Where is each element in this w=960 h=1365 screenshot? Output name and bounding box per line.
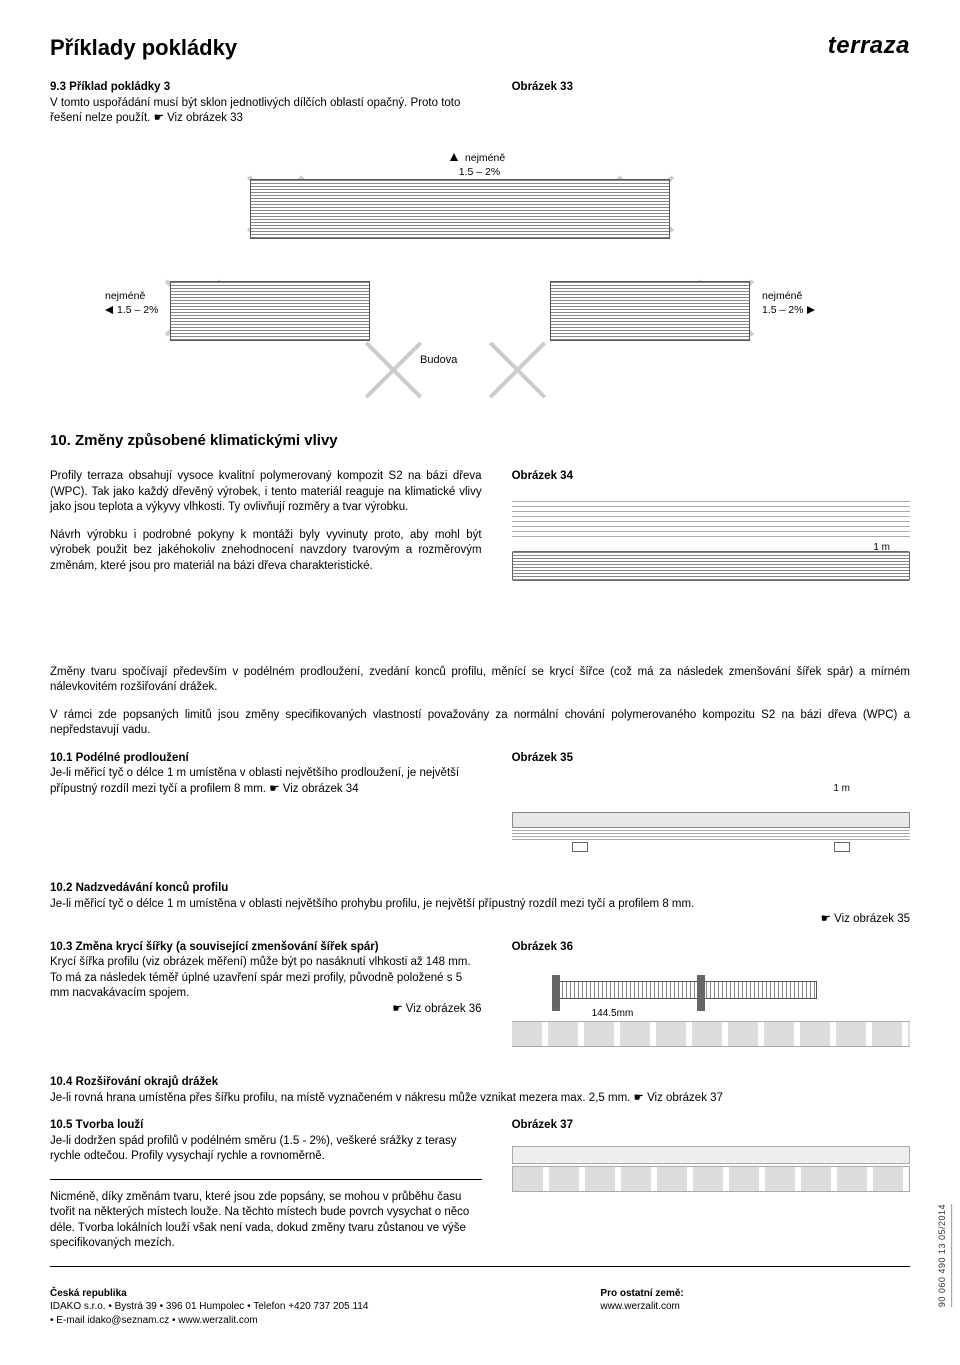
figure-37	[512, 1140, 910, 1210]
sec93-body: V tomto uspořádání musí být sklon jednot…	[50, 97, 460, 125]
sec10-para1: Profily terraza obsahují vysoce kvalitní…	[50, 469, 482, 516]
sec104-body: Je-li rovná hrana umístěna přes šířku pr…	[50, 1092, 630, 1104]
footer-company: IDAKO s.r.o. • Bystrá 39 • 396 01 Humpol…	[50, 1301, 368, 1312]
footer-other-heading: Pro ostatní země:	[600, 1288, 683, 1299]
fig33-right-slope: 1.5 – 2%	[762, 304, 803, 316]
sec101-ref: Viz obrázek 34	[269, 783, 358, 795]
sec105-heading: 10.5 Tvorba louží	[50, 1119, 143, 1131]
sec105-body1: Je-li dodržen spád profilů v podélném sm…	[50, 1135, 457, 1163]
sec103-heading: 10.3 Změna krycí šířky (a související zm…	[50, 941, 379, 953]
figure-35: 1 m	[512, 772, 910, 867]
footer-country: Česká republika	[50, 1288, 127, 1299]
fig33-left-slope: 1.5 – 2%	[117, 304, 158, 316]
fig33-top-nejmene: nejméně	[465, 152, 505, 164]
fig35-dim: 1 m	[833, 782, 850, 796]
page-title: Příklady pokládky	[50, 33, 237, 63]
fig33-top-slope: 1.5 – 2%	[459, 166, 500, 178]
fig36-dim: 144.5mm	[592, 1007, 634, 1021]
sec101-body: Je-li měřicí tyč o délce 1 m umístěna v …	[50, 767, 459, 795]
figure-36: 144.5mm	[512, 961, 910, 1061]
sec10-para2: Návrh výrobku i podrobné pokyny k montáž…	[50, 528, 482, 575]
footer-divider	[50, 1266, 910, 1267]
sec93-heading: 9.3 Příklad pokládky 3	[50, 81, 170, 93]
fig33-left-nejmene: nejméně	[105, 290, 145, 302]
brand-logo: terraza	[828, 30, 910, 62]
sec102-heading: 10.2 Nadzvedávání konců profilu	[50, 882, 228, 894]
fig33-budova: Budova	[420, 353, 457, 368]
sec10-para3: Změny tvaru spočívají především v podéln…	[50, 665, 910, 696]
sec10-para4: V rámci zde popsaných limitů jsou změny …	[50, 708, 910, 739]
sec103-body: Krycí šířka profilu (viz obrázek měření)…	[50, 956, 471, 999]
sec103-ref: Viz obrázek 36	[392, 1003, 481, 1015]
divider	[50, 1179, 482, 1180]
fig34-label: Obrázek 34	[512, 469, 910, 485]
footer-other-site: www.werzalit.com	[600, 1301, 679, 1312]
fig37-label: Obrázek 37	[512, 1118, 910, 1134]
footer-contact: • E-mail idako@seznam.cz • www.werzalit.…	[50, 1315, 258, 1326]
sec102-ref: Viz obrázek 35	[821, 913, 910, 925]
fig36-label: Obrázek 36	[512, 940, 910, 956]
figure-33: nejméně 1.5 – 2% nejméně 1.5 – 2% nejmén…	[50, 161, 910, 411]
sec104-heading: 10.4 Rozšiřování okrajů drážek	[50, 1076, 218, 1088]
fig33-label: Obrázek 33	[512, 80, 910, 96]
sec10-title: 10. Změny způsobené klimatickými vlivy	[50, 431, 910, 451]
sec105-body2: Nicméně, díky změnám tvaru, které jsou z…	[50, 1191, 469, 1250]
side-code: 90 060 490 13 05/2014	[936, 1204, 952, 1307]
sec101-heading: 10.1 Podélné prodloužení	[50, 752, 189, 764]
fig35-label: Obrázek 35	[512, 751, 910, 767]
figure-34: 1 m	[512, 491, 910, 651]
fig33-right-nejmene: nejméně	[762, 290, 802, 302]
sec93-ref: Viz obrázek 33	[154, 112, 243, 124]
sec104-ref: Viz obrázek 37	[634, 1092, 723, 1104]
sec102-body: Je-li měřicí tyč o délce 1 m umístěna v …	[50, 898, 694, 910]
